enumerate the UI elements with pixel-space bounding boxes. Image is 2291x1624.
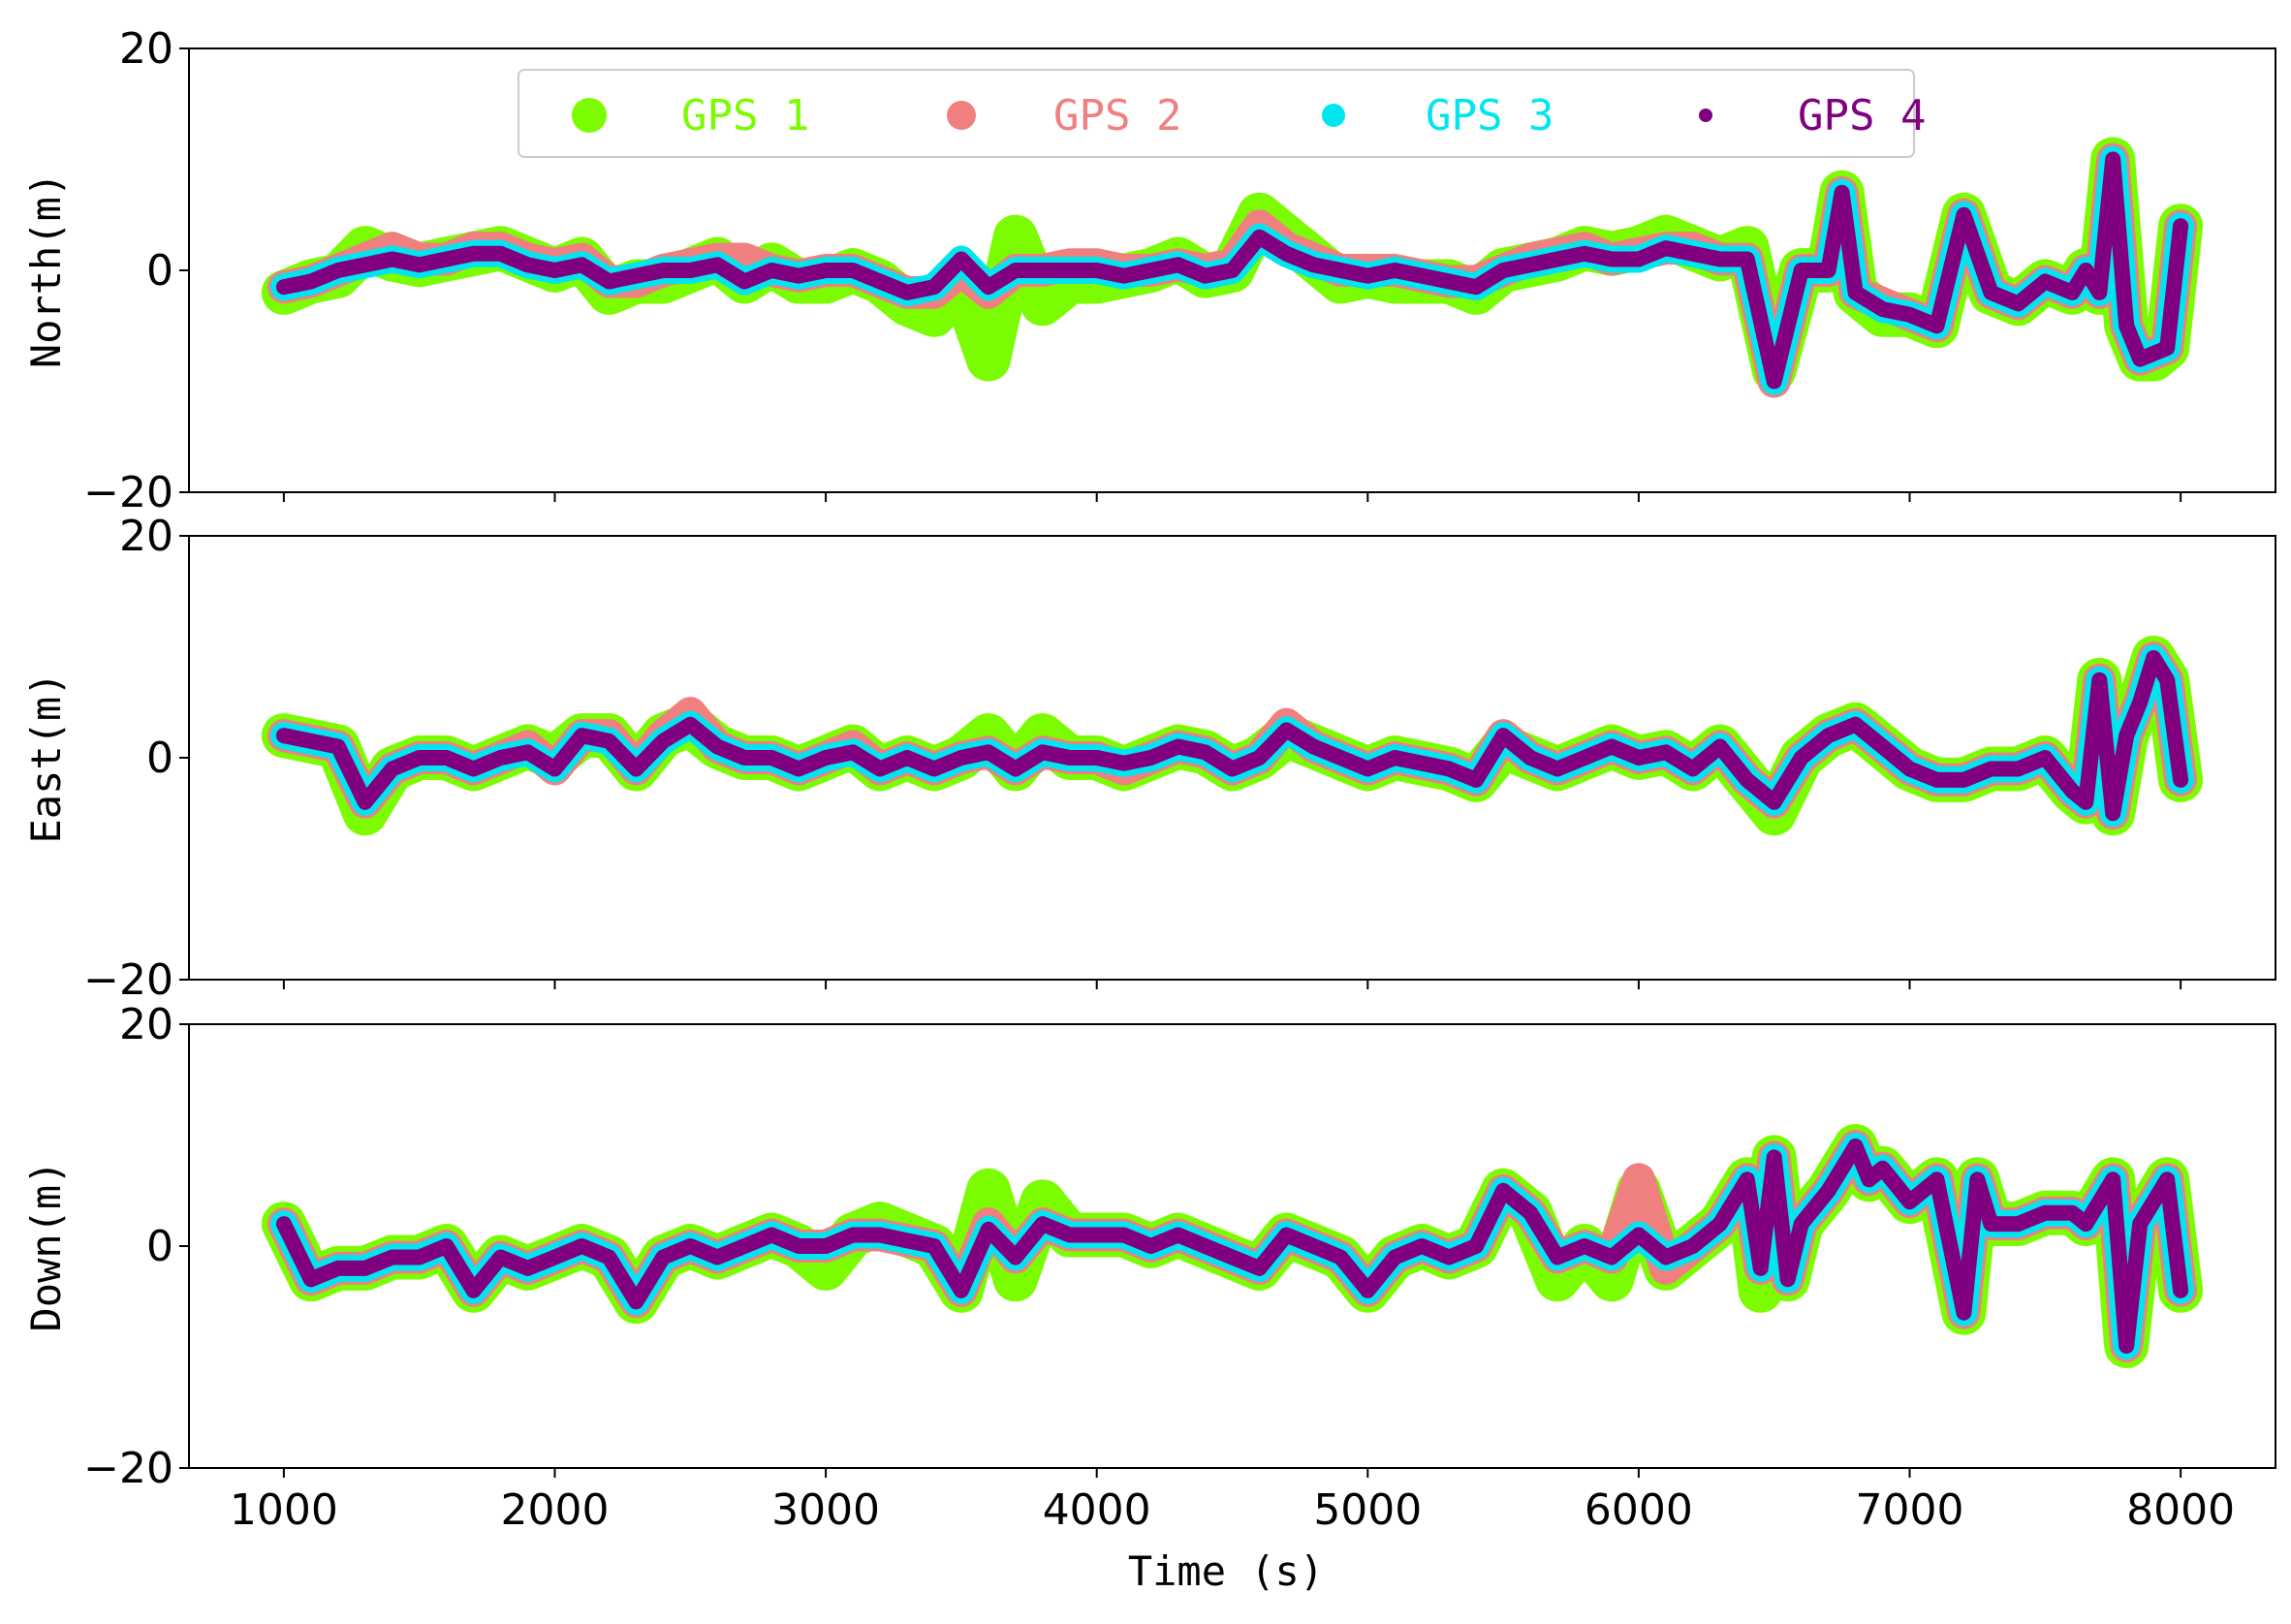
y-tick-label: 20 <box>119 512 173 561</box>
y-tick-label: 20 <box>119 1000 173 1049</box>
y-tick-label: −20 <box>83 1444 173 1493</box>
y-axis-label: East(m) <box>22 671 70 843</box>
series-gps-4-line <box>275 650 2189 822</box>
panels-layer: −20 0 20 North(m) −20 0 20 East(m) −20 0 20 1000 200… <box>22 24 2276 1535</box>
y-tick-label: −20 <box>83 468 173 517</box>
panel-2: −20 0 20 East(m) <box>22 512 2276 1005</box>
legend-marker-gps-2 <box>947 101 976 130</box>
y-tick-label: 0 <box>146 1222 173 1271</box>
y-axis-label: North(m) <box>22 172 70 368</box>
legend-label-gps-1: GPS 1 <box>681 91 809 141</box>
x-axis-label: Time (s) <box>1128 1547 1324 1595</box>
legend-label-gps-4: GPS 4 <box>1798 91 1926 141</box>
x-tick-label: 8000 <box>2126 1485 2235 1535</box>
legend-label-gps-2: GPS 2 <box>1053 91 1181 141</box>
series-gps-4-line <box>275 1139 2189 1354</box>
panel-3: −20 0 20 1000 2000 3000 4000 5000 6000 7000 8000 Do… <box>22 1000 2276 1535</box>
panel-2-series <box>261 636 2204 836</box>
y-tick-label: 20 <box>119 24 173 74</box>
legend-marker-gps-3 <box>1322 104 1345 127</box>
legend-marker-gps-4 <box>1699 109 1712 122</box>
x-tick-label: 3000 <box>771 1485 880 1535</box>
legend-marker-gps-1 <box>572 98 607 133</box>
panel-3-series <box>261 1124 2204 1368</box>
x-tick-label: 6000 <box>1585 1485 1693 1535</box>
x-tick-label: 1000 <box>230 1485 338 1535</box>
x-tick-label: 5000 <box>1313 1485 1422 1535</box>
series-gps-4-line <box>275 151 2189 390</box>
y-tick-label: −20 <box>83 955 173 1005</box>
x-tick-label: 2000 <box>500 1485 609 1535</box>
panel-1: −20 0 20 North(m) <box>22 24 2276 517</box>
legend-frame <box>518 69 1915 158</box>
y-tick-label: 0 <box>146 246 173 296</box>
legend-label-gps-3: GPS 3 <box>1426 91 1553 141</box>
y-axis-label: Down(m) <box>22 1160 70 1331</box>
panel-1-series <box>261 137 2204 398</box>
y-tick-label: 0 <box>146 734 173 783</box>
x-tick-label: 4000 <box>1043 1485 1151 1535</box>
legend: GPS 1 GPS 2 GPS 3 GPS 4 <box>518 69 1926 158</box>
x-tick-label: 7000 <box>1856 1485 1964 1535</box>
